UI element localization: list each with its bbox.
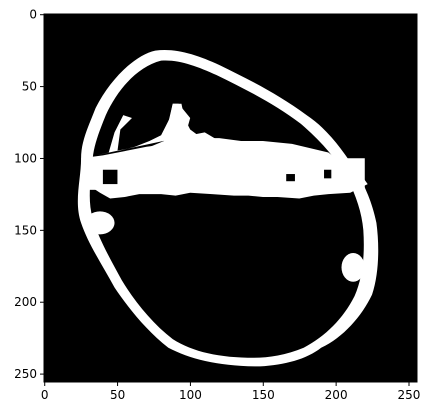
mask-upper-bump xyxy=(131,103,336,159)
x-axis-ticks: 0 50 100 150 200 250 xyxy=(41,382,421,402)
y-tick-label: 250 xyxy=(14,367,37,381)
x-tick-label: 100 xyxy=(179,388,202,402)
x-tick-label: 50 xyxy=(110,388,125,402)
mask-band-fill xyxy=(88,158,365,190)
y-tick-label: 150 xyxy=(14,223,37,237)
mask-shapes xyxy=(77,49,379,367)
y-tick-label: 50 xyxy=(22,80,37,94)
y-tick-label: 100 xyxy=(14,151,37,165)
mask-bulge-right xyxy=(341,252,365,282)
x-tick-label: 0 xyxy=(41,388,49,402)
x-tick-label: 200 xyxy=(325,388,348,402)
mask-hole-1 xyxy=(102,169,118,185)
y-tick-label: 0 xyxy=(29,8,37,22)
mask-knob-left xyxy=(85,211,115,235)
x-tick-label: 250 xyxy=(398,388,421,402)
axes-frame xyxy=(43,13,418,383)
y-axis-ticks: 0 50 100 150 200 250 xyxy=(14,8,44,381)
mask-hole-3 xyxy=(324,169,332,179)
y-tick-label: 200 xyxy=(14,295,37,309)
mask-hole-2 xyxy=(286,174,295,182)
x-tick-label: 150 xyxy=(252,388,275,402)
